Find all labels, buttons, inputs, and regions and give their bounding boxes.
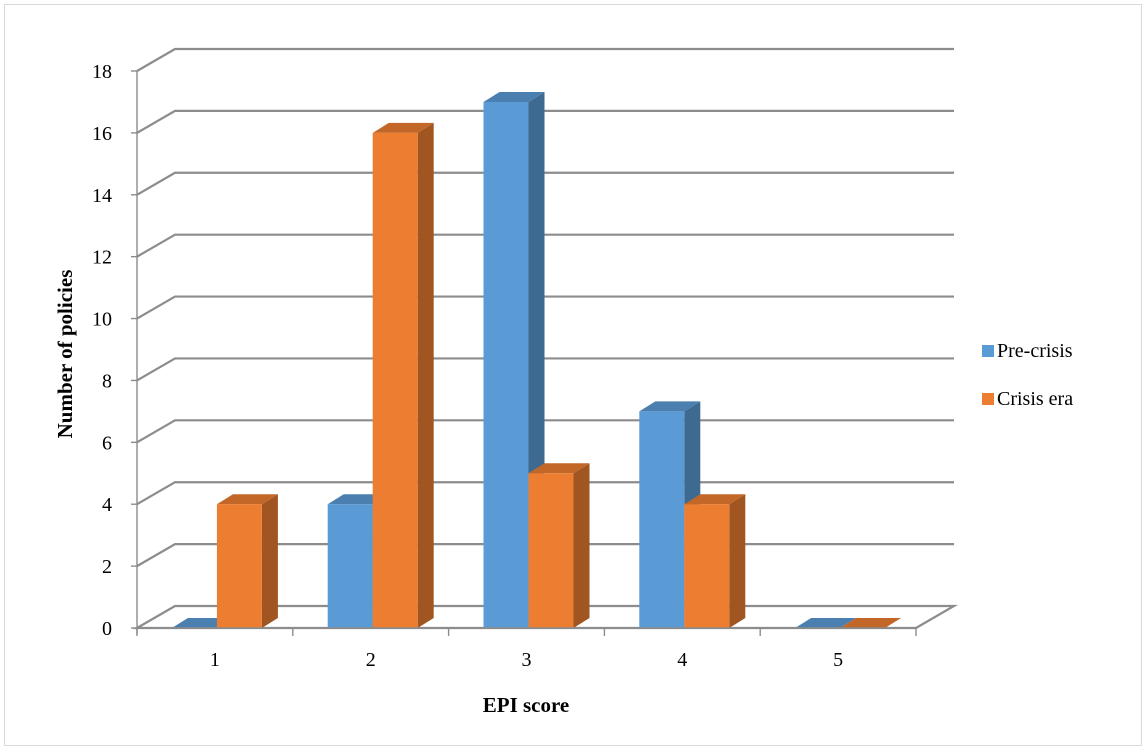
y-tick-label: 6 — [102, 432, 112, 454]
legend: Pre-crisis Crisis era — [982, 340, 1073, 410]
bar-side — [729, 494, 746, 628]
gridline — [136, 47, 954, 72]
bar — [372, 122, 434, 628]
gridline — [136, 419, 954, 444]
x-tick-label: 4 — [677, 649, 687, 671]
x-tick-labels: 1 2 3 4 5 — [210, 649, 843, 671]
y-axis-title: Number of policies — [53, 270, 77, 439]
y-tick-label: 10 — [92, 309, 112, 331]
bars — [171, 91, 902, 628]
bar-top — [840, 618, 902, 628]
bar — [840, 618, 902, 628]
bar — [528, 463, 590, 628]
y-tick-labels: 0 2 4 6 8 10 12 14 16 18 — [92, 61, 112, 640]
bar-front — [684, 504, 730, 628]
legend-swatch — [982, 345, 994, 357]
bar-side — [261, 494, 278, 628]
bar-top — [795, 618, 857, 628]
x-tick-label: 2 — [366, 649, 376, 671]
gridline — [136, 171, 954, 196]
y-tick-label: 16 — [92, 123, 112, 145]
gridline — [136, 109, 954, 134]
bar-front — [483, 101, 529, 628]
bar-side — [573, 463, 590, 628]
y-tick-label: 0 — [102, 618, 112, 640]
bar-top — [639, 401, 701, 412]
x-tick-label: 3 — [522, 649, 532, 671]
y-tick-label: 8 — [102, 370, 112, 392]
bar-top — [528, 463, 590, 474]
bar-front — [528, 473, 574, 628]
bar-top — [483, 91, 545, 102]
x-tick-label: 5 — [833, 649, 843, 671]
axes — [131, 70, 917, 636]
y-tick-label: 2 — [102, 556, 112, 578]
bar — [216, 494, 278, 628]
gridline — [136, 357, 954, 382]
y-tick-label: 4 — [102, 494, 112, 516]
bar — [684, 494, 746, 628]
x-axis-title: EPI score — [483, 693, 570, 717]
bar — [795, 618, 857, 628]
bar-top — [216, 494, 278, 505]
legend-swatch — [982, 393, 994, 405]
gridline — [136, 233, 954, 258]
gridline — [136, 295, 954, 320]
y-tick-label: 18 — [92, 61, 112, 83]
bar-top — [684, 494, 746, 505]
y-tick-label: 12 — [92, 247, 112, 269]
x-tick-label: 1 — [210, 649, 220, 671]
bar-front — [327, 504, 373, 628]
bar-top — [372, 122, 434, 133]
bar-front — [216, 504, 262, 628]
legend-label: Pre-crisis — [997, 340, 1073, 362]
bar-front — [639, 411, 685, 628]
y-tick-label: 14 — [92, 185, 112, 207]
bar-front — [372, 132, 418, 628]
legend-label: Crisis era — [997, 388, 1073, 410]
bar-side — [417, 122, 434, 628]
